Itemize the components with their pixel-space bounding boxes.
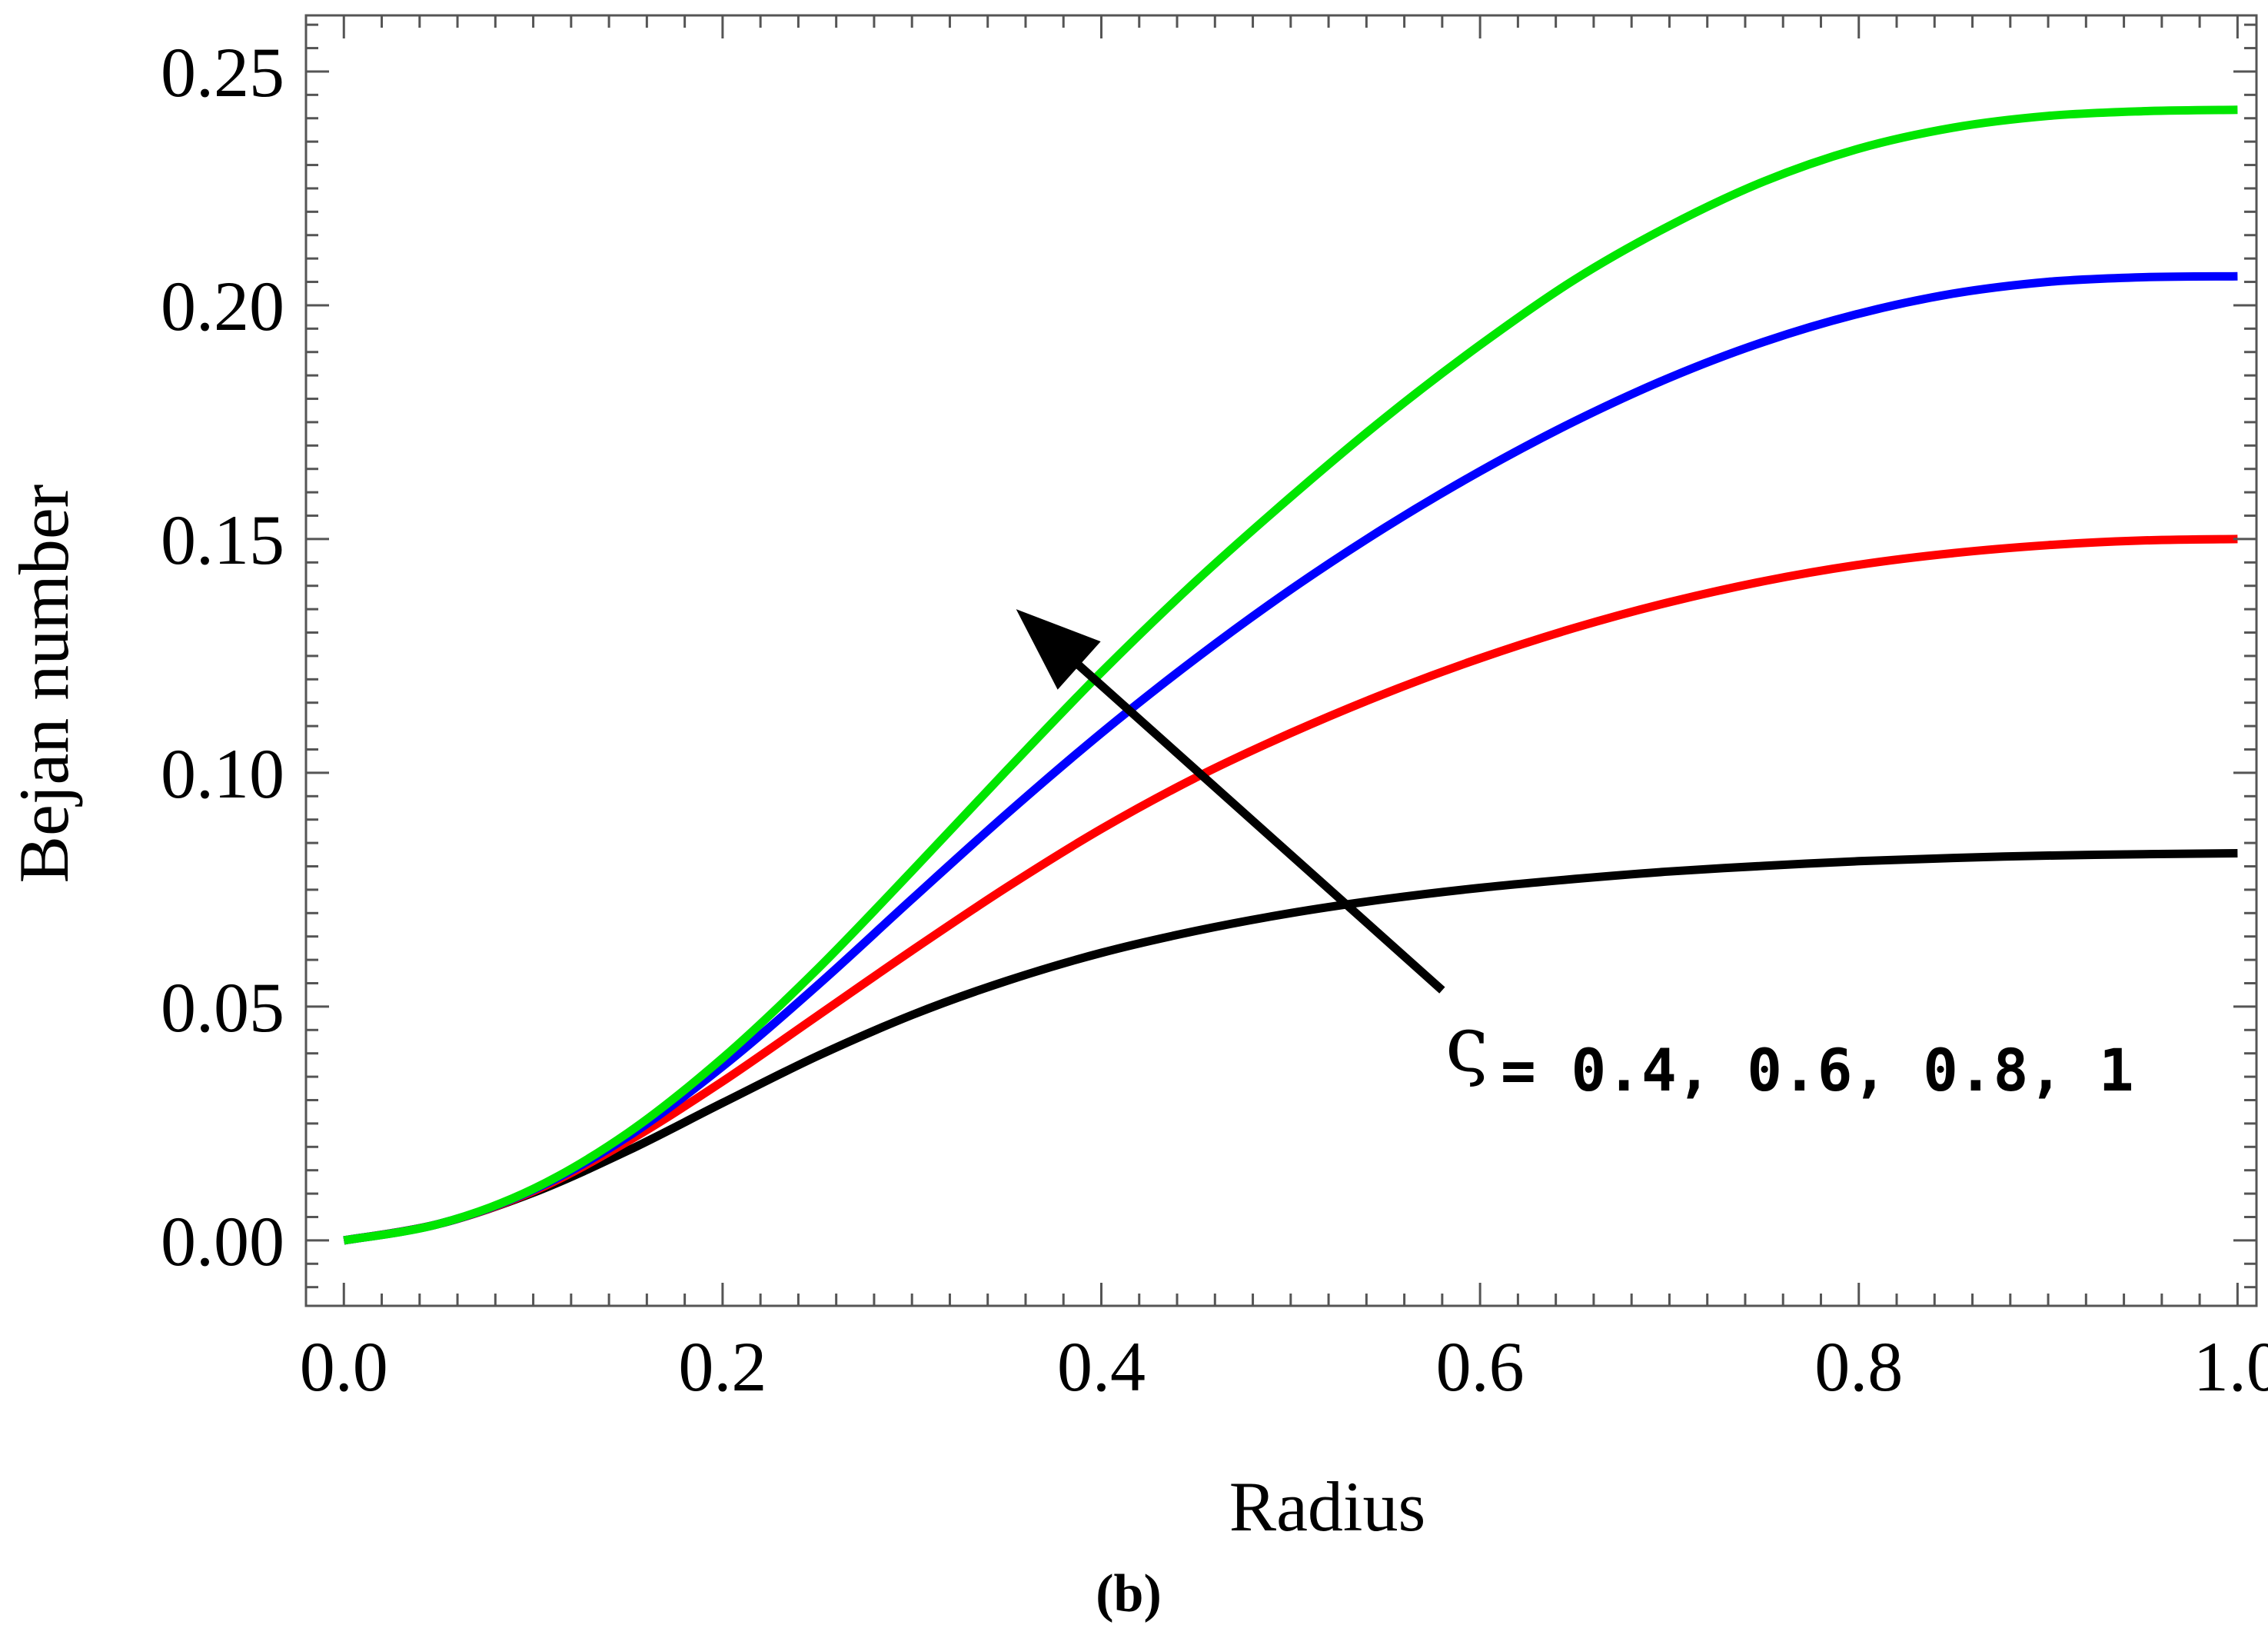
series-line-1 [343, 849, 2238, 1245]
series-line-2 [343, 534, 2238, 1245]
series-line-4 [343, 105, 2238, 1245]
plot-frame [304, 14, 2258, 1307]
y-tick-label: 0.25 [161, 33, 284, 112]
x-tick-label: 0.2 [678, 1327, 767, 1406]
annotation: ς = 0.4, 0.6, 0.8, 1 [1016, 609, 2134, 1104]
y-axis-label: Bejan number [5, 485, 83, 884]
annotation-arrow-head [1016, 609, 1101, 690]
annotation-arrow-line [1070, 657, 1445, 994]
y-tick-label: 0.00 [161, 1202, 284, 1280]
annotation-symbol: ς [1445, 999, 1488, 1089]
x-tick-label: 1.0 [2193, 1327, 2268, 1406]
x-tick-label: 0.6 [1436, 1327, 1525, 1406]
x-axis-label: Radius [1229, 1467, 1426, 1546]
y-tick-label: 0.20 [161, 267, 284, 345]
figure-caption: (b) [1096, 1564, 1162, 1623]
annotation-text: = 0.4, 0.6, 0.8, 1 [1501, 1036, 2134, 1104]
x-tick-label: 0.8 [1814, 1327, 1903, 1406]
x-tick-label: 0.4 [1057, 1327, 1146, 1406]
ticks [306, 15, 2256, 1306]
y-tick-label: 0.15 [161, 501, 284, 579]
y-tick-label: 0.05 [161, 968, 284, 1047]
y-tick-label: 0.10 [161, 734, 284, 813]
x-tick-label: 0.0 [300, 1327, 388, 1406]
tick-labels: 0.0 0.2 0.4 0.6 0.8 1.0 0.00 0.05 0.10 0.15 0.20 0.… [161, 33, 2268, 1406]
curves [343, 105, 2238, 1245]
